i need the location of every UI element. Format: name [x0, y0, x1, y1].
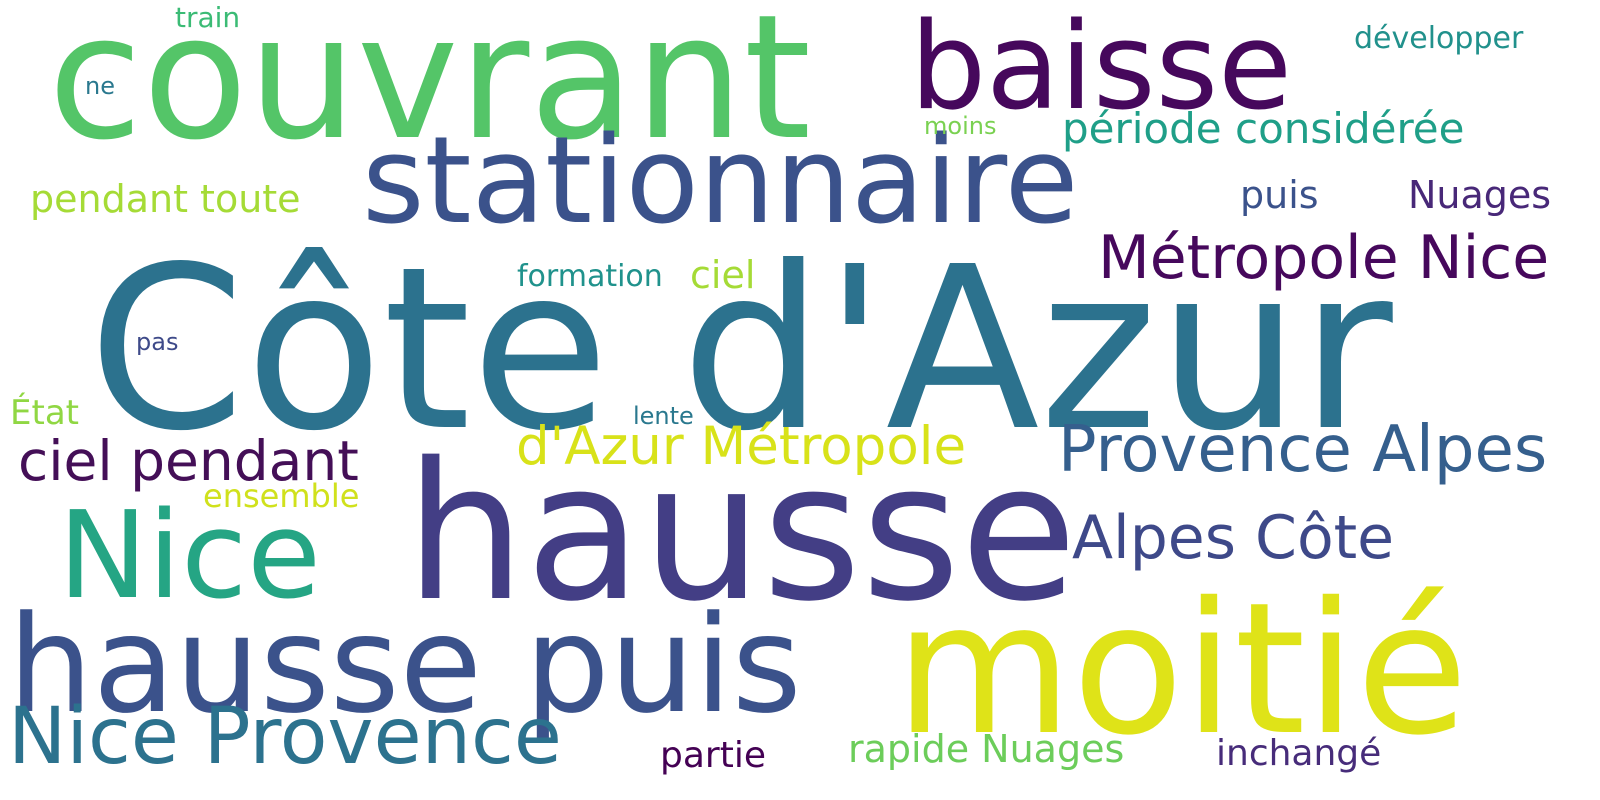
word-cote-dazur: Côte d'Azur: [88, 219, 1393, 481]
word-stationnaire: stationnaire: [362, 112, 1079, 251]
word-inchange: inchangé: [1216, 733, 1382, 774]
word-nuages: Nuages: [1408, 173, 1552, 217]
word-moins: moins: [924, 112, 997, 140]
word-partie: partie: [660, 735, 766, 776]
word-ensemble: ensemble: [203, 477, 360, 515]
word-hausse: hausse: [405, 422, 1078, 643]
word-lente: lente: [633, 402, 694, 430]
word-rapide-nuages: rapide Nuages: [848, 727, 1125, 771]
word-dazur-metropole: d'Azur Métropole: [516, 416, 967, 477]
word-ciel-pendant: ciel pendant: [18, 429, 359, 493]
word-metropole-nice: Métropole Nice: [1098, 223, 1550, 293]
word-periode-consideree: période considérée: [1062, 104, 1465, 153]
word-moitie: moitié: [895, 563, 1469, 775]
word-formation: formation: [517, 259, 663, 294]
word-puis: puis: [1240, 173, 1319, 217]
word-ciel: ciel: [690, 253, 756, 297]
word-couvrant: couvrant: [48, 0, 812, 178]
word-pas: pas: [136, 328, 179, 356]
word-pendant-toute: pendant toute: [30, 177, 301, 221]
word-provence-alpes: Provence Alpes: [1058, 413, 1548, 487]
word-ne: ne: [85, 72, 115, 100]
word-nice: Nice: [58, 487, 321, 626]
word-etat: État: [10, 393, 79, 433]
word-train: train: [175, 1, 241, 34]
word-nice-provence: Nice Provence: [8, 692, 562, 782]
word-baisse: baisse: [910, 0, 1292, 137]
word-alpes-cote: Alpes Côte: [1072, 503, 1395, 573]
word-hausse-puis: hausse puis: [8, 587, 802, 743]
word-developper: développer: [1354, 21, 1524, 56]
